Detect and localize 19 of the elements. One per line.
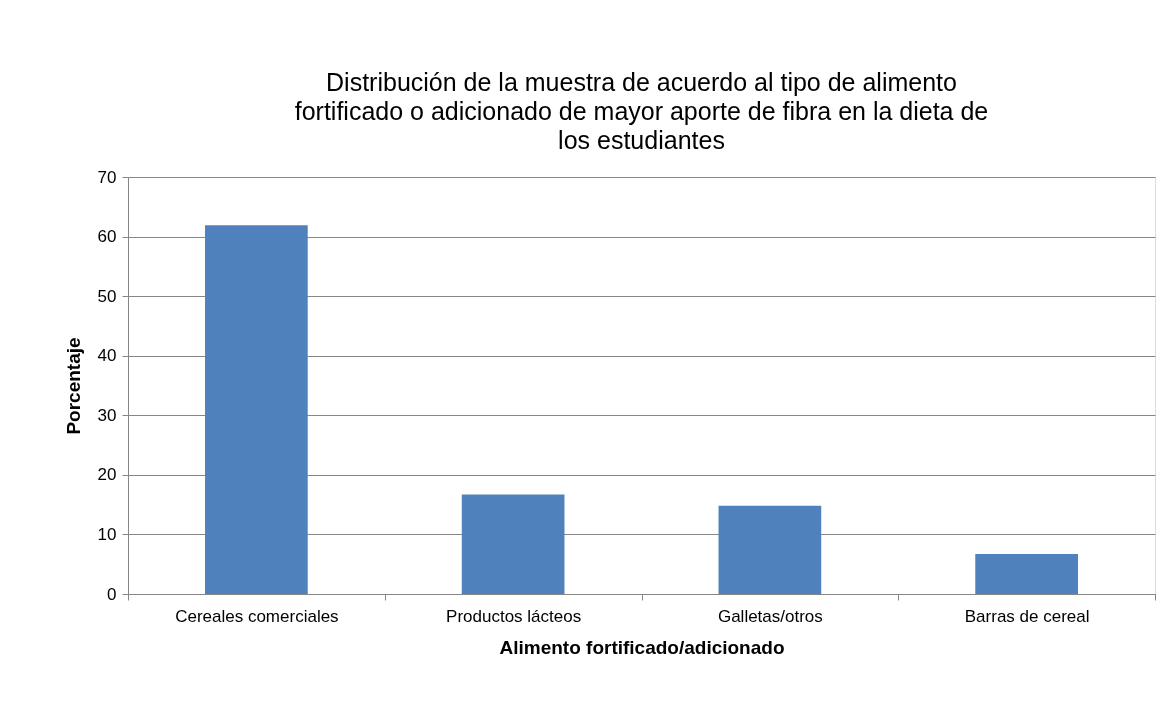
chart-title: Distribución de la muestra de acuerdo al tipo de alimento fortificado o adicionado de mayor aporte de fibra en la dieta de los estudiantes [294, 68, 989, 154]
x-tick-label: Barras de cereal [964, 606, 1090, 626]
y-tick-label: 70 [97, 167, 117, 187]
y-tick-label: 20 [97, 465, 117, 485]
y-tick-label: 30 [97, 405, 117, 425]
bar [205, 225, 308, 594]
bar [461, 494, 565, 594]
bar [718, 505, 822, 594]
x-tick-label: Productos lácteos [446, 606, 582, 626]
y-tick-label: 10 [97, 524, 117, 544]
y-tick-label: 0 [107, 584, 117, 604]
bar [975, 554, 1078, 594]
y-tick-label: 60 [97, 227, 117, 247]
y-tick-label: 50 [97, 286, 117, 306]
x-tick-label: Cereales comerciales [175, 606, 339, 626]
y-tick-label: 40 [97, 346, 117, 366]
x-tick-label: Galletas/otros [717, 606, 823, 626]
y-axis-title: Porcentaje [62, 337, 84, 435]
x-axis-title: Alimento fortificado/adicionado [499, 636, 785, 658]
